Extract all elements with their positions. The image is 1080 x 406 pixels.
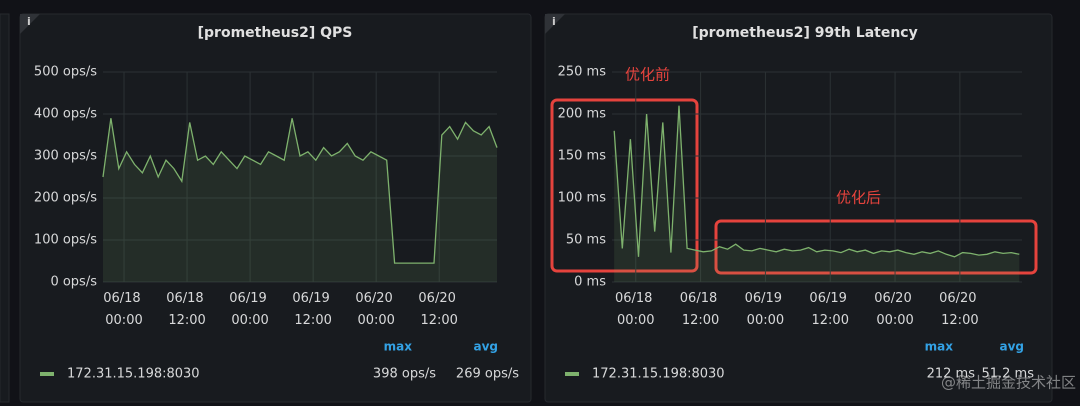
panel-edge xyxy=(0,13,10,403)
x-tick-label: 06/18 00:00 xyxy=(103,291,145,328)
x-tick-label: 06/19 12:00 xyxy=(292,291,334,328)
x-tick-label: 06/19 12:00 xyxy=(809,291,851,328)
x-tick-label: 06/20 00:00 xyxy=(874,291,916,328)
annotation: 优化前 xyxy=(625,66,670,84)
info-icon[interactable]: i xyxy=(27,15,31,28)
info-corner[interactable] xyxy=(545,14,565,34)
legend-header[interactable]: max xyxy=(384,340,413,354)
x-tick-label: 06/19 00:00 xyxy=(745,291,787,328)
legend-header[interactable]: avg xyxy=(473,340,498,354)
x-tick-label: 06/20 12:00 xyxy=(939,291,981,328)
y-tick-label: 100 ms xyxy=(558,191,607,206)
y-tick-label: 300 ops/s xyxy=(34,149,97,164)
watermark: @稀土掘金技术社区 xyxy=(941,374,1076,392)
legend-stat: 269 ops/s xyxy=(456,367,519,382)
y-tick-label: 400 ops/s xyxy=(34,107,97,122)
charts: [prometheus2] QPS 0 ops/s 100 ops/s 200 ops… xyxy=(34,25,1034,382)
area xyxy=(103,118,497,282)
panel xyxy=(19,13,532,403)
info-corner[interactable] xyxy=(20,14,40,34)
x-tick-label: 06/18 12:00 xyxy=(166,291,208,328)
y-tick-label: 100 ops/s xyxy=(34,233,97,248)
panel-title: [prometheus2] 99th Latency xyxy=(692,25,917,41)
y-tick-label: 200 ops/s xyxy=(34,191,97,206)
panel xyxy=(544,13,1053,403)
x-tick-label: 06/18 00:00 xyxy=(615,291,657,328)
legend-stat: 51.2 ms xyxy=(981,367,1034,382)
legend-label: 172.31.15.198:8030 xyxy=(67,367,200,382)
legend-header[interactable]: avg xyxy=(999,340,1024,354)
x-tick-label: 06/19 00:00 xyxy=(229,291,271,328)
y-tick-label: 150 ms xyxy=(558,149,607,164)
info-icon[interactable]: i xyxy=(552,15,556,28)
y-tick-label: 250 ms xyxy=(558,65,607,80)
x-tick-label: 06/20 00:00 xyxy=(355,291,397,328)
line xyxy=(102,118,498,264)
legend-stat: 212 ms xyxy=(927,367,976,382)
legend-stat: 398 ops/s xyxy=(373,367,436,382)
highlight-box xyxy=(550,98,699,273)
annotation: 优化后 xyxy=(836,189,881,207)
y-tick-label: 200 ms xyxy=(558,107,607,122)
x-tick-label: 06/18 12:00 xyxy=(680,291,722,328)
x-tick-label: 06/20 12:00 xyxy=(418,291,460,328)
y-tick-label: 0 ops/s xyxy=(50,275,97,290)
area xyxy=(614,105,1020,282)
legend-label: 172.31.15.198:8030 xyxy=(592,367,725,382)
highlight-box xyxy=(714,219,1038,275)
y-tick-label: 500 ops/s xyxy=(34,65,97,80)
y-tick-label: 50 ms xyxy=(566,233,606,248)
legend-header[interactable]: max xyxy=(925,340,954,354)
y-tick-label: 0 ms xyxy=(574,275,606,290)
line xyxy=(613,105,1020,258)
panel-title: [prometheus2] QPS xyxy=(198,25,353,41)
